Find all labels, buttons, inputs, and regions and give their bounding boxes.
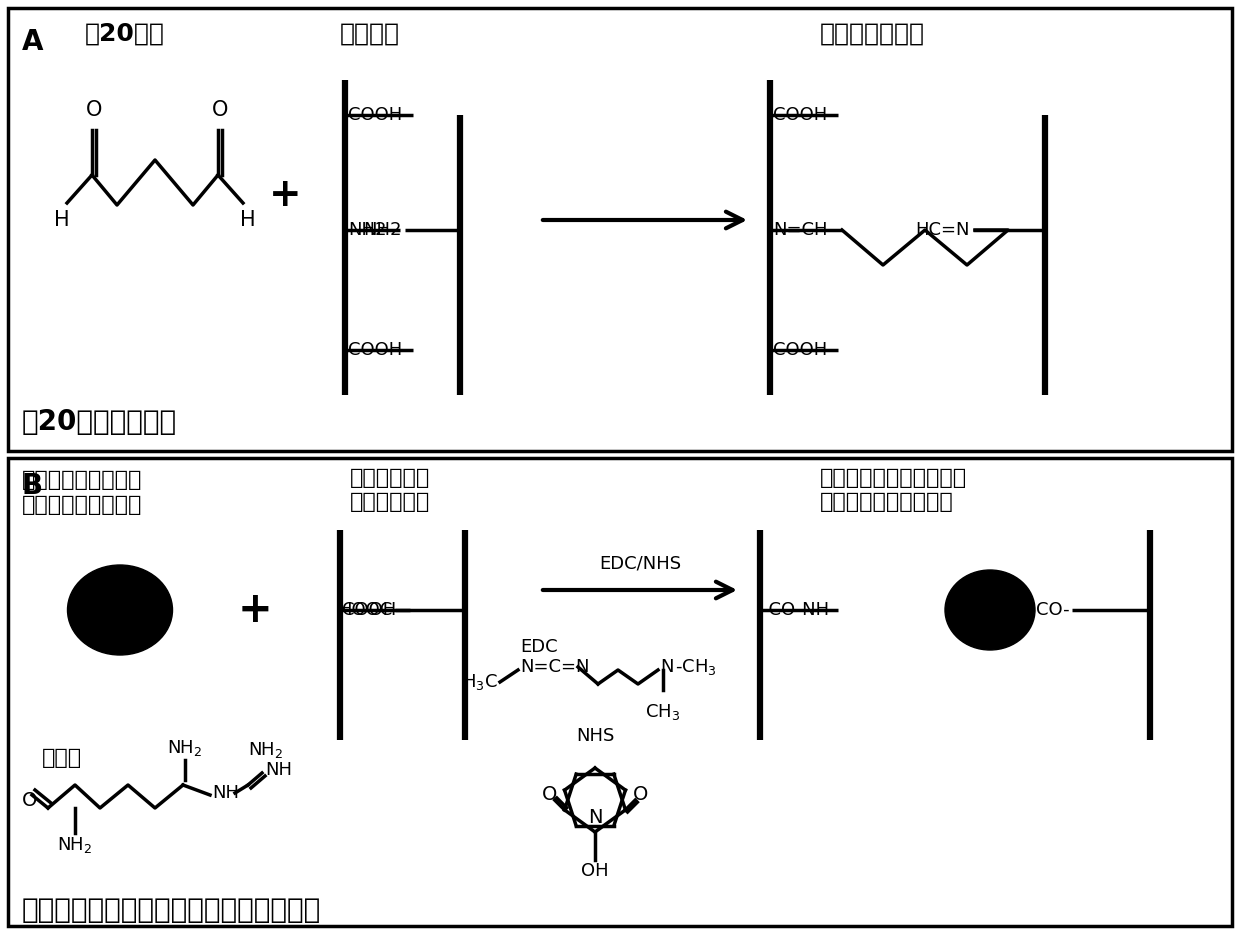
Text: EDC/NHS: EDC/NHS: [599, 554, 681, 572]
Text: COOH: COOH: [342, 601, 397, 619]
Text: O: O: [212, 100, 228, 120]
Text: A: A: [22, 28, 43, 56]
Text: HOOC: HOOC: [339, 601, 393, 619]
Text: NHS: NHS: [575, 727, 614, 745]
Text: N=C=N: N=C=N: [520, 658, 589, 676]
Bar: [7, 8, 1233, 451]
Text: 胶原蛋白或弹: 胶原蛋白或弹: [350, 468, 430, 488]
Text: 性蛋白的羚基: 性蛋白的羚基: [350, 492, 430, 512]
Text: COOH: COOH: [773, 106, 827, 124]
Ellipse shape: [67, 565, 172, 655]
Text: -NH-CO-: -NH-CO-: [997, 601, 1070, 619]
Text: H$_3$C: H$_3$C: [463, 672, 498, 692]
Text: +: +: [269, 176, 301, 214]
Text: 或20二醒: 或20二醒: [86, 22, 165, 46]
Text: +: +: [238, 589, 273, 631]
Ellipse shape: [945, 570, 1035, 650]
Text: OH: OH: [582, 862, 609, 880]
Text: H: H: [55, 210, 69, 230]
Text: NH: NH: [212, 784, 239, 802]
Text: -CH$_3$: -CH$_3$: [675, 657, 717, 677]
Text: N: N: [588, 808, 603, 827]
Text: 质提供额外交联连接点: 质提供额外交联连接点: [820, 492, 954, 512]
Text: NH$_2$: NH$_2$: [248, 740, 283, 760]
Text: O: O: [542, 785, 557, 804]
Text: H: H: [241, 210, 255, 230]
Text: B: B: [22, 472, 43, 500]
Text: -CO-NH-: -CO-NH-: [763, 601, 836, 619]
Text: 含多个氨基基团小分: 含多个氨基基团小分: [22, 470, 143, 490]
Text: CH$_3$: CH$_3$: [645, 702, 681, 722]
Text: 子物质（如精氨酸）: 子物质（如精氨酸）: [22, 495, 143, 515]
Text: 胶原蛋白的交联: 胶原蛋白的交联: [820, 22, 925, 46]
Text: N=CH: N=CH: [773, 221, 827, 239]
Text: COOH: COOH: [348, 106, 402, 124]
Text: NH$_2$: NH$_2$: [167, 738, 202, 758]
Text: 含多个氨基基团小分子物质组合交联原理: 含多个氨基基团小分子物质组合交联原理: [22, 896, 321, 924]
Text: COOH: COOH: [348, 341, 402, 359]
Text: O: O: [634, 785, 649, 804]
Text: NH: NH: [265, 761, 291, 779]
Text: HC=N: HC=N: [915, 221, 970, 239]
Text: NH2: NH2: [363, 221, 402, 239]
Text: 精氨酸: 精氨酸: [42, 748, 82, 768]
Text: NH2: NH2: [348, 221, 387, 239]
Text: 或20二醒交联原理: 或20二醒交联原理: [22, 408, 177, 436]
Text: EDC: EDC: [520, 638, 558, 656]
Text: O: O: [22, 790, 37, 810]
Text: 含多个氨基基团小分子物: 含多个氨基基团小分子物: [820, 468, 967, 488]
Text: N: N: [660, 658, 673, 676]
Text: 胶原蛋白: 胶原蛋白: [340, 22, 401, 46]
Text: COOH: COOH: [773, 341, 827, 359]
Text: NH$_2$: NH$_2$: [57, 835, 93, 855]
Text: O: O: [86, 100, 102, 120]
Bar: [7, 458, 1233, 926]
